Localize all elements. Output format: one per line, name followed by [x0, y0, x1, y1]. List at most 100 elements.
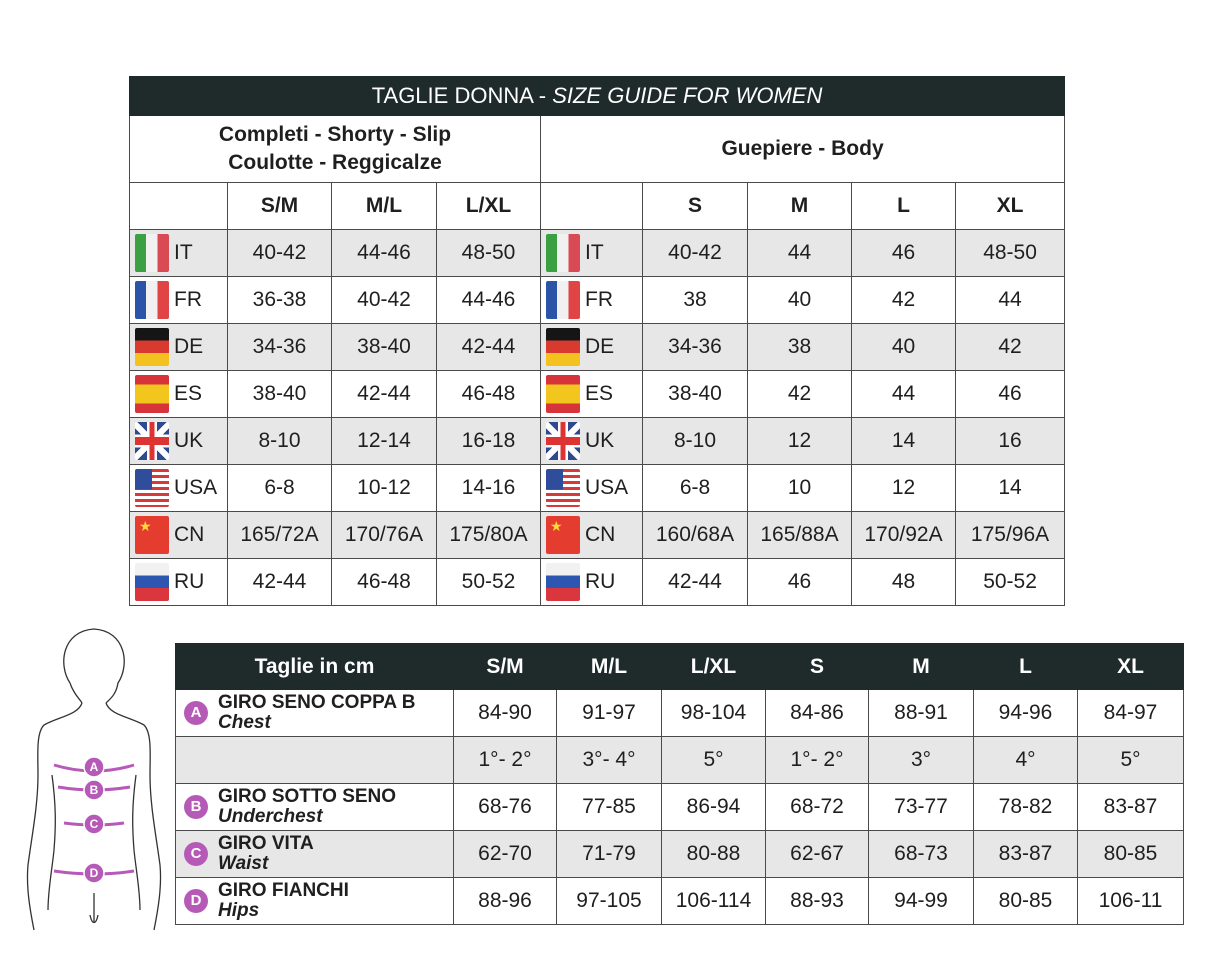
country-cell: FR — [129, 276, 228, 324]
country-code: IT — [585, 241, 604, 264]
size-header: S — [765, 643, 869, 690]
france-flag-icon — [135, 281, 169, 319]
country-code: ES — [585, 382, 614, 405]
size-value: 12-14 — [331, 417, 437, 465]
size-value: 42-44 — [227, 558, 332, 606]
size-value: 38-40 — [642, 370, 748, 418]
measurement-cell: D GIRO FIANCHI Hips — [175, 877, 454, 925]
country-cell: IT — [540, 229, 643, 277]
measurement-value: 3° — [868, 736, 974, 784]
usa-flag-icon — [135, 469, 169, 507]
women-size-table: TAGLIE DONNA - SIZE GUIDE FOR WOMEN Comp… — [128, 76, 1066, 606]
size-value: 10-12 — [331, 464, 437, 512]
measurement-value: 106-11 — [1077, 877, 1184, 925]
measurement-value: 1°- 2° — [765, 736, 869, 784]
size-value: 42 — [851, 276, 956, 324]
size-value: 165/72A — [227, 511, 332, 559]
size-value: 36-38 — [227, 276, 332, 324]
measurement-value: 88-93 — [765, 877, 869, 925]
measurement-value: 94-99 — [868, 877, 974, 925]
measurement-value: 91-97 — [556, 689, 662, 737]
country-code: UK — [585, 429, 615, 452]
size-value: 42-44 — [331, 370, 437, 418]
measurement-value: 106-114 — [661, 877, 766, 925]
table-row: A GIRO SENO COPPA B Chest 84-90 91-97 98-104 8… — [175, 689, 1184, 737]
table-row: FR 36-38 40-42 44-46 FR 38 40 42 44 — [129, 276, 1066, 324]
size-value: 170/76A — [331, 511, 437, 559]
measurement-value: 3°- 4° — [556, 736, 662, 784]
size-value: 16 — [954, 417, 1066, 465]
size-value: 44 — [747, 229, 852, 277]
measurement-value: 84-97 — [1077, 689, 1184, 737]
germany-flag-icon — [135, 328, 169, 366]
measurement-value: 68-72 — [765, 783, 869, 831]
size-value: 42-44 — [642, 558, 748, 606]
usa-flag-icon — [546, 469, 580, 507]
measurement-value: 62-70 — [453, 830, 557, 878]
size-header-empty — [129, 182, 228, 230]
measurement-value: 88-91 — [868, 689, 974, 737]
measurement-letter-badge: B — [184, 795, 208, 819]
size-header: L — [973, 643, 1078, 690]
size-value: 40-42 — [331, 276, 437, 324]
country-code: ES — [174, 382, 203, 405]
size-header: S — [642, 182, 748, 230]
marker-b: B — [83, 779, 105, 801]
figure-right-outline — [105, 702, 162, 931]
measurement-value: 83-87 — [1077, 783, 1184, 831]
measurement-value: 68-73 — [868, 830, 974, 878]
measurement-name-it: GIRO VITA — [218, 833, 314, 854]
measurement-value: 88-96 — [453, 877, 557, 925]
china-flag-icon — [135, 516, 169, 554]
country-cell: USA — [540, 464, 643, 512]
size-value: 46-48 — [331, 558, 437, 606]
size-header: XL — [1077, 643, 1184, 690]
measurement-header: Taglie in cm — [175, 643, 454, 690]
table-row: B GIRO SOTTO SENO Underchest 68-76 77-85 86-9… — [175, 783, 1184, 831]
measurement-value: 80-88 — [661, 830, 766, 878]
size-value: 14 — [851, 417, 956, 465]
size-value: 12 — [851, 464, 956, 512]
measurement-cell: C GIRO VITA Waist — [175, 830, 454, 878]
size-value: 46 — [851, 229, 956, 277]
size-value: 34-36 — [642, 323, 748, 371]
marker-c-label: C — [90, 817, 99, 831]
country-code: RU — [174, 570, 205, 593]
size-value: 12 — [747, 417, 852, 465]
size-value: 38 — [747, 323, 852, 371]
size-header: M/L — [331, 182, 437, 230]
measurement-cell: B GIRO SOTTO SENO Underchest — [175, 783, 454, 831]
size-value: 38-40 — [227, 370, 332, 418]
figure-head — [63, 628, 125, 704]
size-value: 34-36 — [227, 323, 332, 371]
size-value: 40 — [747, 276, 852, 324]
body-measurement-figure: A B C D — [26, 628, 162, 931]
spain-flag-icon — [546, 375, 580, 413]
size-value: 14 — [954, 464, 1066, 512]
size-value: 40-42 — [227, 229, 332, 277]
table-row: RU 42-44 46-48 50-52 RU 42-44 46 48 50-52 — [129, 558, 1066, 606]
size-value: 14-16 — [436, 464, 541, 512]
size-value: 48-50 — [436, 229, 541, 277]
table-row: IT 40-42 44-46 48-50 IT 40-42 44 46 48-50 — [129, 229, 1066, 277]
size-value: 42 — [747, 370, 852, 418]
uk-flag-icon — [546, 422, 580, 460]
measurement-letter-badge: D — [184, 889, 208, 913]
country-cell: DE — [129, 323, 228, 371]
measurement-value: 84-86 — [765, 689, 869, 737]
size-value: 170/92A — [851, 511, 956, 559]
country-code: UK — [174, 429, 204, 452]
size-value: 48 — [851, 558, 956, 606]
size-value: 42 — [954, 323, 1066, 371]
measurement-name-en: Chest — [218, 712, 271, 733]
size-value: 160/68A — [642, 511, 748, 559]
measurement-name-it: GIRO SENO COPPA B — [218, 692, 416, 713]
country-code: CN — [174, 523, 205, 546]
country-cell: UK — [129, 417, 228, 465]
measurement-letter-badge: A — [184, 701, 208, 725]
country-code: DE — [585, 335, 615, 358]
table-row: C GIRO VITA Waist 62-70 71-79 80-88 62-67 68-73… — [175, 830, 1184, 878]
size-value: 44 — [851, 370, 956, 418]
size-header: S/M — [453, 643, 557, 690]
size-value: 10 — [747, 464, 852, 512]
